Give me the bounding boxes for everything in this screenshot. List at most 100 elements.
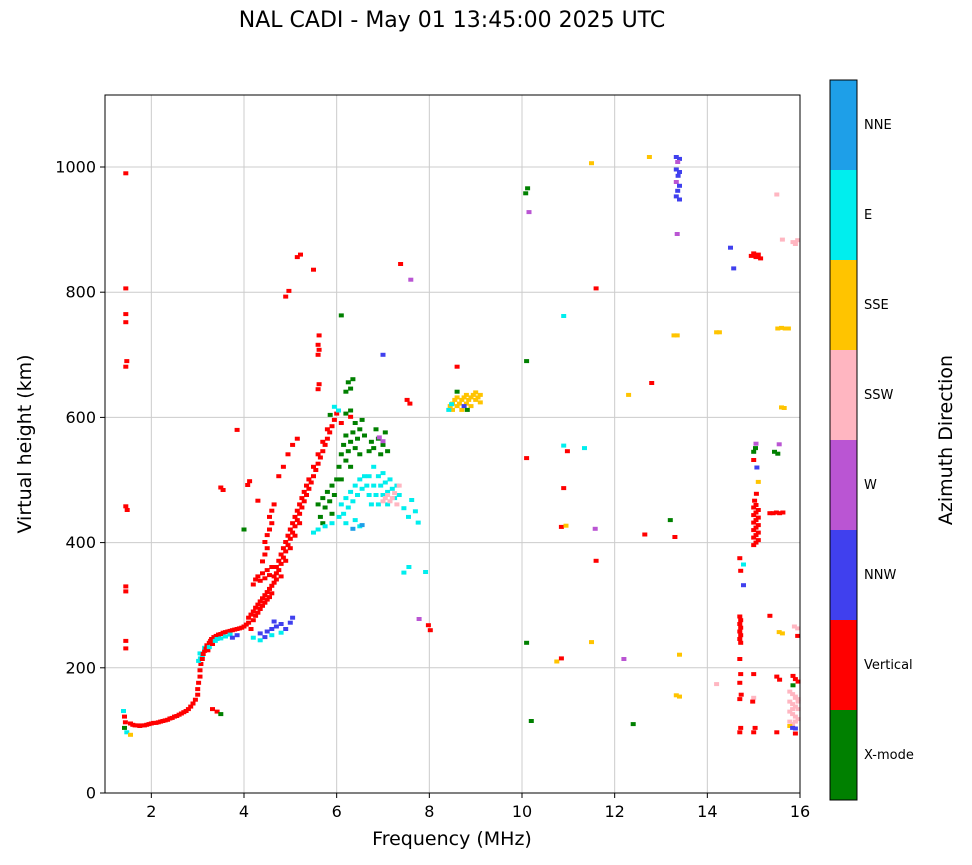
data-point-x-mode [454, 389, 460, 394]
data-point-vertical [276, 568, 282, 573]
data-point-sse [459, 407, 465, 412]
data-point-vertical [286, 288, 292, 293]
data-point-vertical [264, 546, 270, 551]
data-point-vertical [738, 725, 744, 730]
data-point-e [223, 634, 228, 639]
data-point-ssw [382, 496, 388, 501]
data-point-vertical [285, 452, 291, 457]
data-point-ssw [774, 192, 780, 197]
data-point-vertical [770, 511, 776, 516]
data-point-vertical [280, 546, 286, 551]
data-point-nnw [677, 183, 682, 188]
data-point-sse [589, 161, 594, 166]
y-tick-label: 600 [65, 408, 96, 427]
data-point-vertical [558, 524, 564, 529]
data-point-vertical [123, 364, 129, 369]
data-point-vertical [271, 502, 277, 507]
y-tick-label: 1000 [55, 157, 96, 176]
data-point-x-mode [338, 452, 344, 457]
colorbar-category-label: X-mode [864, 748, 914, 763]
data-point-vertical [290, 530, 296, 535]
data-point-e [345, 505, 351, 510]
data-point-nnw [754, 465, 760, 470]
data-point-e [406, 565, 412, 569]
data-point-vertical [322, 442, 328, 447]
data-point-x-mode [331, 493, 337, 497]
data-point-vertical [267, 595, 272, 600]
data-point-vertical [311, 464, 316, 469]
data-point-vertical [283, 540, 289, 544]
chart-title: NAL CADI - May 01 13:45:00 2025 UTC [238, 8, 666, 33]
data-point-vertical [280, 555, 286, 560]
data-point-vertical [250, 582, 256, 587]
data-point-sse [785, 326, 791, 331]
x-tick-label: 8 [424, 802, 434, 821]
data-point-x-mode [315, 502, 321, 507]
data-point-vertical [190, 701, 196, 706]
data-point-nnw [287, 620, 293, 625]
data-point-x-mode [667, 518, 673, 523]
data-point-ssw [795, 697, 801, 702]
data-point-sse [779, 631, 785, 636]
data-point-vertical [398, 262, 404, 266]
data-point-x-mode [338, 313, 344, 318]
data-point-w [674, 232, 680, 236]
data-point-ssw [790, 712, 796, 717]
data-point-nnw [675, 188, 681, 193]
data-point-vertical [672, 535, 678, 539]
data-point-sse [452, 397, 458, 402]
data-point-w [776, 442, 782, 447]
data-point-vertical [753, 540, 759, 545]
colorbar-segment-sse [830, 260, 857, 350]
data-point-e [355, 493, 360, 497]
data-point-vertical [267, 527, 272, 532]
data-point-vertical [269, 583, 275, 588]
data-point-ssw [389, 496, 395, 501]
data-point-vertical [234, 427, 240, 432]
data-point-sse [673, 693, 679, 698]
data-point-vertical [292, 524, 298, 529]
data-point-vertical [738, 640, 744, 645]
data-point-e [741, 562, 746, 567]
data-point-vertical [738, 618, 744, 623]
data-point-vertical [737, 697, 743, 702]
data-point-ssw [792, 704, 798, 709]
data-point-vertical [767, 613, 773, 618]
data-point-vertical [262, 540, 268, 544]
data-point-vertical [271, 574, 277, 579]
data-point-e [322, 524, 328, 529]
y-tick-label: 0 [86, 784, 96, 803]
data-point-vertical [218, 485, 224, 490]
data-point-e [196, 658, 202, 663]
data-point-vertical [276, 474, 282, 479]
data-point-e [373, 493, 379, 497]
data-point-vertical [278, 574, 284, 579]
data-point-vertical [767, 511, 773, 516]
data-point-x-mode [345, 449, 351, 454]
data-point-vertical [454, 364, 460, 369]
data-point-vertical [269, 508, 275, 513]
data-point-w [592, 526, 598, 531]
data-point-ssw [392, 491, 398, 496]
data-point-vertical [748, 253, 754, 258]
data-point-sse [454, 395, 460, 400]
x-tick-label: 10 [512, 802, 532, 821]
x-tick-label: 12 [604, 802, 624, 821]
data-point-vertical [247, 479, 253, 484]
data-point-vertical [737, 556, 743, 561]
data-point-vertical [752, 498, 758, 503]
y-tick-label: 200 [65, 658, 96, 677]
data-point-vertical [287, 536, 293, 541]
data-point-w [416, 617, 422, 621]
data-point-vertical [246, 620, 252, 625]
data-point-nnw [290, 615, 296, 620]
data-point-vertical [774, 730, 780, 735]
data-point-vertical [253, 577, 259, 582]
data-point-e [311, 530, 316, 535]
data-point-vertical [123, 320, 129, 325]
x-tick-label: 16 [790, 802, 810, 821]
data-point-sse [775, 326, 781, 331]
data-point-e [350, 499, 356, 504]
data-point-ssw [795, 238, 801, 243]
data-point-vertical [260, 596, 265, 601]
